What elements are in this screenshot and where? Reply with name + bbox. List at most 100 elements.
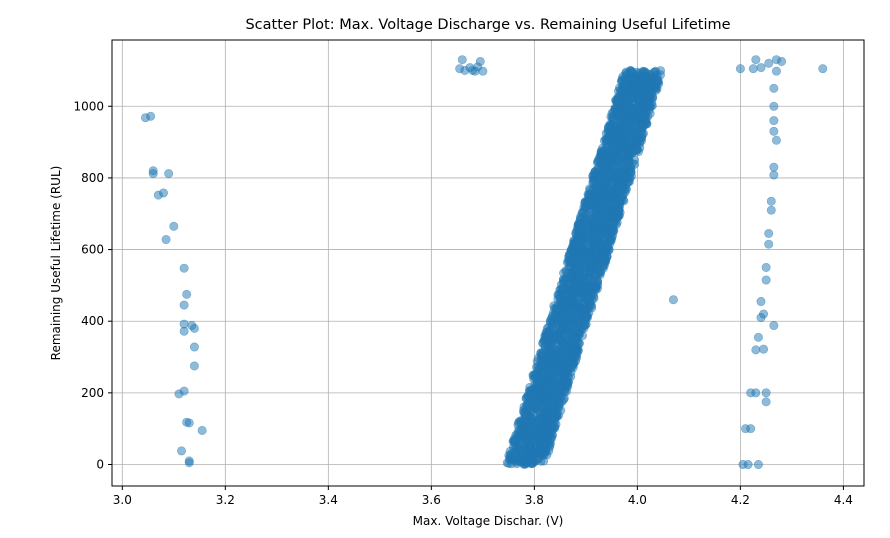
scatter-point (627, 148, 637, 158)
scatter-point (638, 120, 648, 130)
scatter-point (557, 359, 567, 369)
scatter-point (769, 170, 779, 180)
scatter-point (563, 313, 573, 323)
scatter-point (179, 386, 189, 396)
scatter-point (574, 296, 584, 306)
scatter-point (568, 363, 578, 373)
scatter-point (626, 107, 636, 117)
scatter-point (769, 126, 779, 136)
scatter-point (575, 223, 585, 233)
scatter-point (572, 348, 582, 358)
scatter-point (601, 218, 611, 228)
scatter-point (573, 273, 583, 283)
scatter-point (626, 167, 636, 177)
scatter-point (587, 192, 597, 202)
scatter-point (169, 221, 179, 231)
scatter-point (618, 190, 628, 200)
scatter-point (553, 391, 563, 401)
scatter-point (761, 275, 771, 285)
scatter-point (587, 303, 597, 313)
scatter-point (164, 169, 174, 179)
x-tick-label: 3.6 (422, 493, 441, 507)
scatter-point (182, 289, 192, 299)
scatter-point (635, 105, 645, 115)
chart-title: Scatter Plot: Max. Voltage Discharge vs.… (245, 17, 730, 33)
x-axis-label: Max. Voltage Dischar. (V) (413, 514, 564, 528)
scatter-point (608, 176, 618, 186)
scatter-point (766, 205, 776, 215)
y-tick-label: 0 (96, 458, 104, 472)
y-axis-label: Remaining Useful Lifetime (RUL) (49, 166, 63, 361)
scatter-point (532, 356, 542, 366)
scatter-point (603, 208, 613, 218)
y-tick-label: 1000 (73, 99, 104, 113)
x-tick-label: 4.2 (731, 493, 750, 507)
scatter-point (525, 382, 535, 392)
scatter-point (537, 439, 547, 449)
scatter-point (571, 334, 581, 344)
scatter-point (746, 424, 756, 434)
scatter-point (541, 411, 551, 421)
scatter-point (578, 260, 588, 270)
scatter-point (580, 198, 590, 208)
scatter-point (769, 83, 779, 93)
scatter-point (179, 263, 189, 273)
scatter-point (766, 196, 776, 206)
scatter-point (570, 325, 580, 335)
scatter-point (608, 218, 618, 228)
scatter-point (179, 300, 189, 310)
scatter-point (612, 133, 622, 143)
scatter-point (582, 311, 592, 321)
scatter-point (756, 63, 766, 73)
scatter-point (551, 304, 561, 314)
scatter-point (668, 295, 678, 305)
scatter-point (529, 389, 539, 399)
scatter-point (604, 184, 614, 194)
scatter-point (606, 121, 616, 131)
scatter-point (189, 361, 199, 371)
scatter-point (570, 239, 580, 249)
scatter-point (641, 91, 651, 101)
scatter-point (588, 278, 598, 288)
x-tick-label: 4.4 (834, 493, 853, 507)
scatter-point (608, 161, 618, 171)
scatter-point (547, 423, 557, 433)
scatter-point (609, 200, 619, 210)
scatter-point (514, 425, 524, 435)
data-points (140, 55, 828, 470)
scatter-point (593, 221, 603, 231)
y-tick-label: 600 (81, 243, 104, 257)
scatter-point (643, 82, 653, 92)
x-tick-label: 4.0 (628, 493, 647, 507)
scatter-point (602, 226, 612, 236)
scatter-point (591, 234, 601, 244)
scatter-point (544, 351, 554, 361)
scatter-point (581, 282, 591, 292)
scatter-point (759, 344, 769, 354)
scatter-point (743, 460, 753, 470)
y-tick-label: 400 (81, 314, 104, 328)
scatter-point (604, 240, 614, 250)
scatter-point (751, 345, 761, 355)
scatter-point (598, 251, 608, 261)
scatter-point (583, 228, 593, 238)
scatter-point (771, 66, 781, 76)
scatter-point (599, 136, 609, 146)
x-axis: 3.0 3.2 3.4 3.6 3.8 4.0 4.2 4.4 (113, 486, 853, 507)
scatter-point (554, 377, 564, 387)
grid-lines (112, 40, 864, 486)
scatter-point (457, 55, 467, 65)
scatter-point (619, 81, 629, 91)
scatter-point (769, 116, 779, 126)
scatter-point (573, 312, 583, 322)
scatter-point (184, 418, 194, 428)
scatter-point (556, 405, 566, 415)
scatter-point (553, 294, 563, 304)
scatter-point (593, 156, 603, 166)
scatter-point (146, 111, 156, 121)
y-tick-label: 200 (81, 386, 104, 400)
scatter-point (622, 119, 632, 129)
scatter-point (610, 104, 620, 114)
scatter-point (584, 241, 594, 251)
scatter-point (546, 433, 556, 443)
